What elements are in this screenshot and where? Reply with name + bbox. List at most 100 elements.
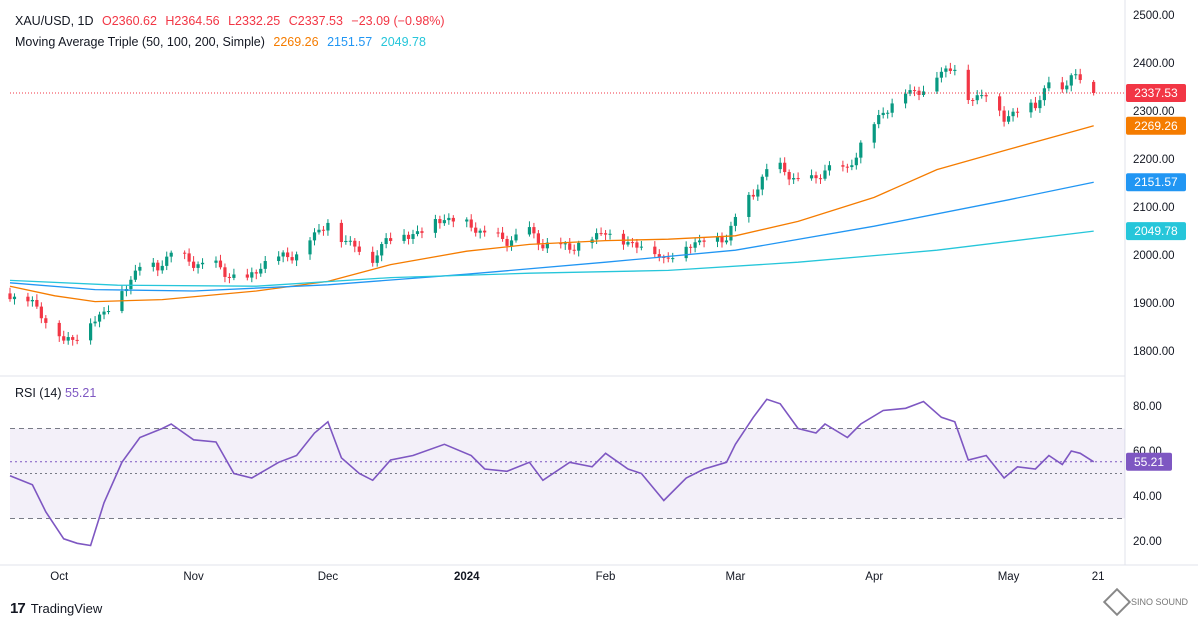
candle-body: [639, 246, 643, 248]
time-axis-label: 2024: [454, 571, 480, 583]
candle-body: [760, 176, 764, 190]
candle-body: [438, 219, 442, 224]
candle-body: [406, 234, 411, 239]
rsi-line: [9, 398, 1095, 547]
candle-body: [1038, 100, 1042, 109]
candle-body: [912, 90, 917, 92]
candle-body: [729, 225, 733, 241]
candle-body: [787, 172, 791, 180]
candle-body: [97, 314, 102, 322]
candle-body: [595, 233, 599, 240]
candle-body: [89, 323, 93, 341]
candle-body: [715, 236, 720, 242]
candle-body: [44, 318, 48, 323]
price-axis-tick-label: 1800.00: [1133, 346, 1175, 358]
candle-body: [903, 93, 908, 104]
ma-line-ma100: [9, 181, 1094, 292]
candle-body: [859, 142, 863, 158]
candle-body: [415, 231, 420, 235]
candle-body: [402, 234, 406, 241]
tradingview-logo[interactable]: 17 TradingView: [10, 600, 102, 617]
candle-body: [496, 232, 500, 234]
rsi-axis-tick-label: 40.00: [1133, 491, 1162, 503]
candle-body: [827, 165, 832, 171]
candle-body: [527, 227, 532, 235]
time-axis-label: Nov: [183, 571, 204, 583]
candle-body: [250, 272, 254, 278]
candle-body: [8, 293, 12, 300]
candle-body: [321, 229, 326, 231]
ma-price-tag-label: 2151.57: [1134, 175, 1178, 189]
candle-body: [1015, 111, 1020, 113]
candle-body: [921, 91, 926, 95]
ma-price-tag-label: 2269.26: [1134, 119, 1178, 133]
candle-body: [756, 189, 760, 197]
candle-body: [505, 238, 509, 246]
candle-body: [451, 217, 455, 222]
ma-line-ma200: [9, 230, 1094, 287]
candle-body: [854, 157, 858, 166]
candle-body: [662, 256, 666, 258]
price-axis-tick-label: 1900.00: [1133, 298, 1175, 310]
candle-body: [733, 216, 738, 226]
candle-body: [818, 178, 823, 180]
candle-body: [657, 254, 661, 257]
candle-body: [684, 246, 688, 259]
candle-body: [420, 231, 424, 233]
candle-body: [948, 68, 952, 71]
ma200-value: 2049.78: [380, 35, 426, 49]
candle-body: [1033, 102, 1038, 109]
candle-body: [890, 103, 894, 113]
price-axis-tick-label: 2000.00: [1133, 250, 1175, 262]
candle-body: [30, 299, 34, 302]
last-price-tag: [1126, 83, 1186, 102]
candle-body: [814, 175, 818, 179]
candle-body: [886, 112, 890, 114]
ma-label[interactable]: Moving Average Triple (50, 100, 200, Sim…: [15, 35, 265, 49]
candle-body: [953, 69, 957, 71]
symbol-label[interactable]: XAU/USD, 1D: [15, 14, 94, 28]
candle-body: [433, 219, 438, 233]
candle-body: [671, 258, 675, 260]
candle-body: [102, 311, 106, 315]
candle-body: [290, 257, 294, 261]
candle-body: [1074, 74, 1078, 76]
candle-body: [608, 233, 612, 235]
candle-body: [138, 266, 142, 271]
candle-body: [12, 296, 17, 300]
candle-body: [245, 274, 249, 278]
candle-body: [200, 262, 205, 265]
candle-body: [259, 268, 263, 274]
candle-body: [998, 96, 1002, 111]
candle-body: [975, 95, 979, 101]
candle-body: [935, 77, 939, 92]
last-price-tag-label: 2337.53: [1134, 86, 1178, 100]
price-axis-tick-label: 2100.00: [1133, 202, 1175, 214]
candle-body: [308, 240, 312, 255]
candle-body: [160, 265, 164, 271]
candle-body: [218, 260, 223, 268]
open-value: O2360.62: [101, 14, 157, 28]
time-axis-label: Apr: [865, 571, 883, 583]
price-axis-tick-label: 2300.00: [1133, 106, 1175, 118]
watermark-label: SINO SOUND: [1130, 597, 1188, 607]
rsi-band: [10, 428, 1125, 519]
low-value: L2332.25: [228, 14, 281, 28]
candle-body: [877, 115, 881, 125]
candle-body: [1002, 110, 1006, 122]
candle-body: [724, 240, 729, 243]
rsi-axis-tick-label: 80.00: [1133, 401, 1162, 413]
candle-body: [326, 222, 330, 231]
candle-body: [1042, 88, 1046, 101]
change-value: −23.09 (−0.98%): [351, 14, 445, 28]
tv-icon: 17: [10, 600, 26, 617]
rsi-label[interactable]: RSI (14): [15, 386, 62, 400]
candle-body: [500, 232, 505, 239]
candle-body: [572, 249, 576, 251]
candle-body: [26, 296, 30, 302]
candle-body: [281, 252, 285, 257]
candle-body: [783, 162, 787, 173]
candle-body: [514, 234, 518, 241]
candle-body: [697, 240, 702, 243]
